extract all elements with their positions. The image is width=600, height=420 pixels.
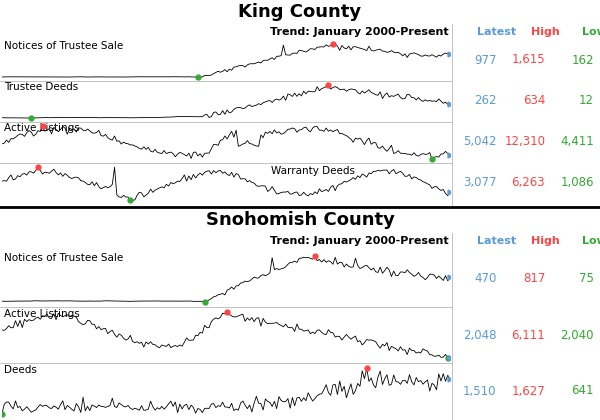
Text: Trustee Deeds: Trustee Deeds [4, 82, 79, 92]
Text: 4,411: 4,411 [560, 136, 594, 149]
Text: High: High [531, 27, 560, 37]
Text: 5,042: 5,042 [463, 136, 496, 149]
Text: 12,310: 12,310 [504, 136, 545, 149]
Text: High: High [531, 236, 560, 246]
Text: Latest: Latest [477, 27, 516, 37]
Text: 75: 75 [579, 273, 594, 286]
Text: King County: King County [238, 3, 362, 21]
Text: 977: 977 [474, 53, 496, 66]
Text: 1,615: 1,615 [512, 53, 545, 66]
Text: 1,627: 1,627 [511, 384, 545, 397]
Text: 2,048: 2,048 [463, 328, 496, 341]
Text: 817: 817 [523, 273, 545, 286]
Text: Latest: Latest [477, 236, 516, 246]
Text: 162: 162 [572, 53, 594, 66]
Text: Low: Low [581, 27, 600, 37]
Text: 470: 470 [474, 273, 496, 286]
Text: Warranty Deeds: Warranty Deeds [271, 166, 355, 176]
Text: Active Listings: Active Listings [4, 309, 80, 319]
Text: Notices of Trustee Sale: Notices of Trustee Sale [4, 253, 124, 262]
Text: 1,510: 1,510 [463, 384, 496, 397]
Text: Low: Low [581, 236, 600, 246]
Text: 3,077: 3,077 [463, 176, 496, 189]
Text: 641: 641 [572, 384, 594, 397]
Text: Active Listings: Active Listings [4, 123, 80, 133]
Text: 262: 262 [474, 94, 496, 108]
Text: Trend: January 2000-Present: Trend: January 2000-Present [271, 236, 449, 246]
Text: Deeds: Deeds [4, 365, 37, 375]
Text: Trend: January 2000-Present: Trend: January 2000-Present [271, 27, 449, 37]
Text: Notices of Trustee Sale: Notices of Trustee Sale [4, 41, 124, 51]
Text: Snohomish County: Snohomish County [206, 211, 394, 229]
Text: 2,040: 2,040 [560, 328, 594, 341]
Text: 12: 12 [579, 94, 594, 108]
Text: 6,263: 6,263 [512, 176, 545, 189]
Text: 6,111: 6,111 [511, 328, 545, 341]
Text: 634: 634 [523, 94, 545, 108]
Text: 1,086: 1,086 [560, 176, 594, 189]
